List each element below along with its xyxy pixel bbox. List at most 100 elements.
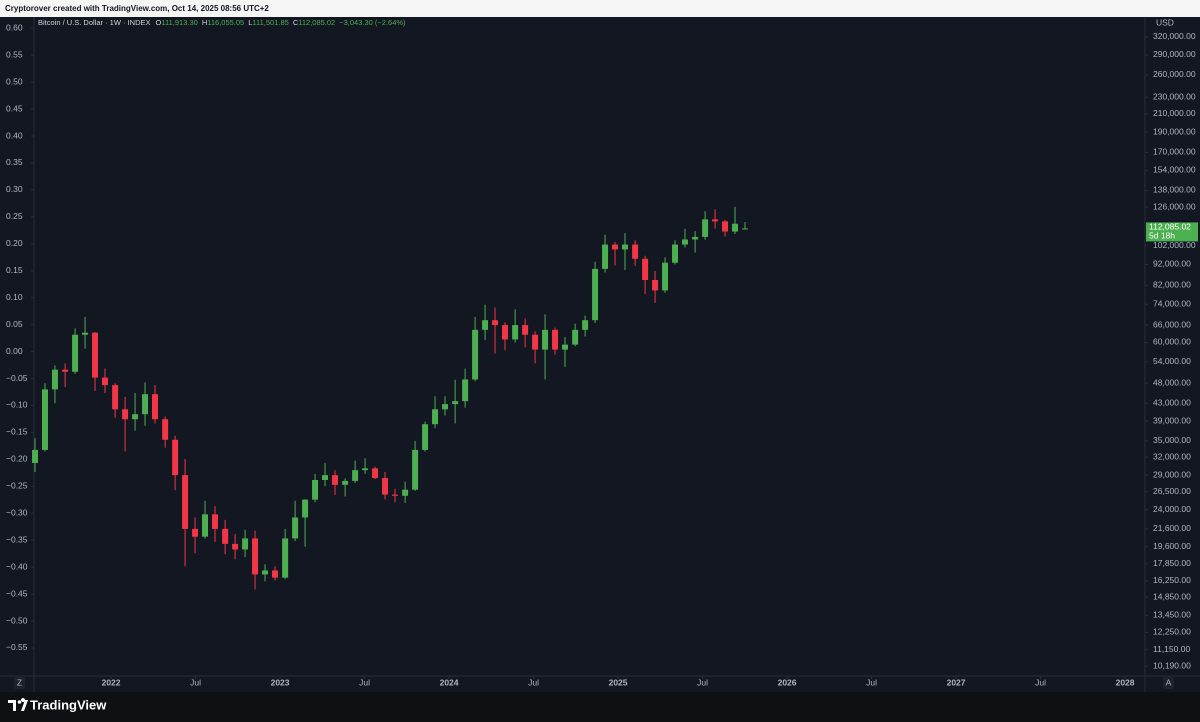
candle-body <box>252 538 259 575</box>
candle-body <box>702 219 709 237</box>
y-tick-label: 102,000.00 <box>1153 240 1196 250</box>
y-tick-label: 138,000.00 <box>1153 185 1196 195</box>
y-tick-label: 48,000.00 <box>1153 377 1191 387</box>
y-tick-label: 320,000.00 <box>1153 31 1196 41</box>
y-tick-label: 92,000.00 <box>1153 259 1191 269</box>
x-tick-label: Jul <box>697 677 708 687</box>
candle-body <box>101 377 108 386</box>
y-tick-label: 26,500.00 <box>1153 486 1191 496</box>
y-tick-label: 13,450.00 <box>1153 610 1191 620</box>
x-tick-label: 2023 <box>271 677 290 687</box>
candle-body <box>482 320 489 330</box>
candle-body <box>452 401 459 405</box>
credit-bar <box>0 0 1200 17</box>
y2-tick-label: −0.20 <box>6 454 28 464</box>
candle-body <box>602 244 609 269</box>
y2-tick-label: 0.25 <box>6 211 23 221</box>
candle-body <box>282 538 289 578</box>
brand: TradingView <box>30 697 107 712</box>
change: −3,043.30 (−2.64%) <box>339 18 406 27</box>
ohlc-value: 116,055.05 <box>207 18 244 27</box>
candle-body <box>232 543 239 550</box>
y-tick-label: 170,000.00 <box>1153 147 1196 157</box>
x-tick-label: 2022 <box>102 677 121 687</box>
y-tick-label: 54,000.00 <box>1153 356 1191 366</box>
candle-body <box>152 394 158 420</box>
zoom-button-label[interactable]: Z <box>17 677 22 687</box>
candle-body <box>672 244 679 263</box>
candle-body <box>722 221 729 232</box>
ohlc-key: L <box>248 18 252 27</box>
y-tick-label: 190,000.00 <box>1153 126 1196 136</box>
y2-tick-label: −0.50 <box>6 615 28 625</box>
x-tick-label: 2024 <box>440 677 459 687</box>
candle-body <box>612 244 619 250</box>
candle-body <box>741 228 748 230</box>
candle-body <box>192 528 199 537</box>
ohlc-value: 111,501.85 <box>252 18 288 27</box>
candle-body <box>51 369 58 390</box>
y2-tick-label: −0.40 <box>6 561 28 571</box>
candle-body <box>82 332 89 335</box>
candle-body <box>582 320 589 330</box>
candle-body <box>642 258 649 280</box>
y2-tick-label: 0.40 <box>6 130 23 140</box>
brand-bar <box>0 692 1200 722</box>
y-tick-label: 19,600.00 <box>1153 541 1191 551</box>
candle-body <box>542 329 549 350</box>
x-tick-label: Jul <box>359 677 370 687</box>
y-tick-label: 32,000.00 <box>1153 451 1191 461</box>
y-tick-label: 210,000.00 <box>1153 108 1196 118</box>
x-tick-label: 2028 <box>1116 677 1135 687</box>
y2-tick-label: −0.10 <box>6 400 28 410</box>
last-price-tag <box>1146 222 1198 242</box>
y2-tick-label: 0.50 <box>6 76 23 86</box>
candle-body <box>92 332 98 378</box>
last-price: 112,085.02 <box>1149 222 1191 232</box>
symbol: Bitcoin / U.S. Dollar · 1W · INDEX <box>38 18 151 27</box>
candle-body <box>681 239 688 245</box>
candle-body <box>202 514 209 537</box>
candle-body <box>522 325 529 335</box>
zoom-button[interactable] <box>14 677 25 689</box>
y2-tick-label: −0.35 <box>6 534 28 544</box>
countdown: 5d 18h <box>1149 231 1175 241</box>
candle-body <box>652 279 659 291</box>
y2-tick-label: −0.05 <box>6 373 28 383</box>
y-tick-label: 12,250.00 <box>1153 627 1191 637</box>
y-tick-label: 11,150.00 <box>1153 644 1190 654</box>
candle-body <box>72 334 79 372</box>
ohlc-key: O <box>156 18 162 27</box>
candle-body <box>222 528 229 544</box>
y2-tick-label: −0.55 <box>6 642 28 652</box>
candle-body <box>382 478 389 495</box>
x-tick-label: Jul <box>528 677 539 687</box>
ohlc-value: 111,913.30 <box>161 18 197 27</box>
y2-tick-label: 0.45 <box>6 103 23 113</box>
y-tick-label: 43,000.00 <box>1153 398 1191 408</box>
auto-scale-button[interactable] <box>1163 677 1174 689</box>
y-tick-label: 14,850.00 <box>1153 592 1191 602</box>
candle-body <box>132 414 139 420</box>
y2-tick-label: 0.35 <box>6 157 23 167</box>
y-tick-label: 60,000.00 <box>1153 337 1191 347</box>
y-tick-label: 290,000.00 <box>1153 49 1196 59</box>
y2-tick-label: −0.30 <box>6 508 28 518</box>
y2-tick-label: −0.15 <box>6 427 28 437</box>
candle-body <box>62 369 69 372</box>
candle-body <box>352 470 359 481</box>
y-tick-label: 82,000.00 <box>1153 280 1191 290</box>
candle-body <box>172 439 179 476</box>
candle-body <box>552 329 559 350</box>
candle-body <box>462 379 469 402</box>
candle-body <box>272 570 278 578</box>
candle-body <box>372 468 379 479</box>
auto-scale-label[interactable]: A <box>1166 677 1172 687</box>
candle-body <box>362 468 369 471</box>
y2-tick-label: 0.20 <box>6 238 23 248</box>
x-tick-label: 2025 <box>609 677 628 687</box>
y-tick-label: 17,850.00 <box>1153 558 1191 568</box>
x-tick-label: 2027 <box>947 677 966 687</box>
candle-body <box>732 223 738 232</box>
